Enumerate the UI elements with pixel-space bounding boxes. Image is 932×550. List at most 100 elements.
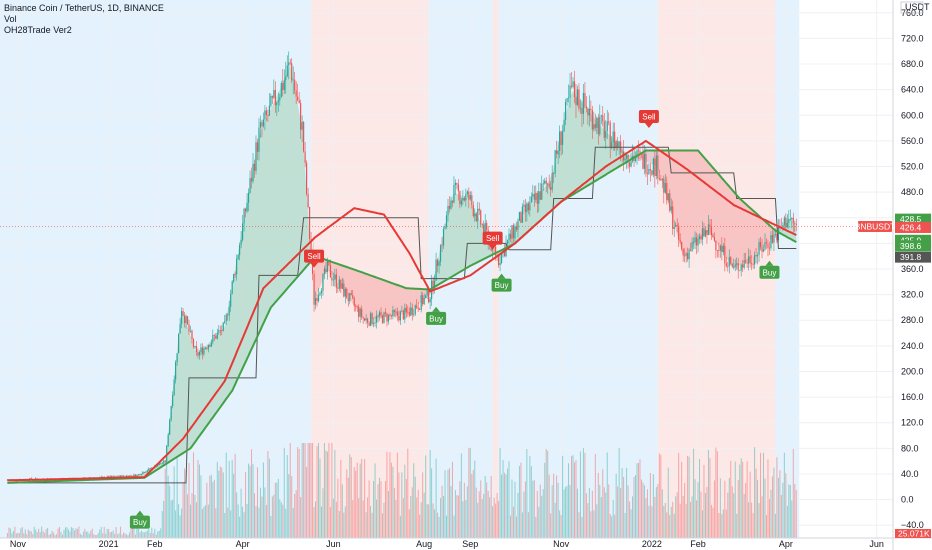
candle-body bbox=[325, 268, 327, 272]
candle-body bbox=[554, 150, 556, 174]
volume-bar bbox=[599, 484, 601, 538]
volume-bar bbox=[765, 515, 767, 538]
candle-body bbox=[161, 462, 163, 464]
buy-box bbox=[129, 515, 150, 529]
volume-bar bbox=[640, 479, 642, 538]
candle-body bbox=[669, 193, 671, 211]
candle-body bbox=[224, 320, 226, 323]
candle-body bbox=[771, 235, 774, 243]
candle-body bbox=[207, 345, 209, 349]
volume-bar bbox=[143, 532, 145, 538]
volume-bar bbox=[693, 448, 695, 538]
volume-bar bbox=[243, 512, 245, 538]
volume-bar bbox=[582, 448, 584, 538]
x-tick-label: Feb bbox=[690, 539, 706, 549]
candle-body bbox=[338, 279, 340, 289]
volume-bar bbox=[246, 503, 248, 538]
y-tick-label: 240.0 bbox=[901, 341, 924, 351]
candle-body bbox=[410, 307, 412, 316]
candle-body bbox=[221, 330, 223, 332]
volume-bar bbox=[399, 515, 401, 538]
buy-label: Buy bbox=[429, 314, 443, 323]
candle-body bbox=[539, 191, 541, 200]
candle-body bbox=[288, 62, 290, 66]
candle-body bbox=[457, 184, 460, 192]
candle-body bbox=[219, 330, 221, 332]
candle-body bbox=[222, 322, 224, 331]
volume-bar bbox=[252, 464, 254, 538]
sell-label: Sell bbox=[307, 252, 321, 261]
candle-body bbox=[114, 476, 116, 477]
volume-bar bbox=[157, 531, 159, 538]
volume-bar bbox=[127, 535, 129, 538]
candle-body bbox=[590, 108, 592, 111]
candle-body bbox=[795, 223, 797, 225]
price-tag bbox=[895, 221, 931, 233]
candle-body bbox=[667, 193, 669, 201]
volume-bar bbox=[191, 493, 193, 538]
candle-body bbox=[349, 293, 351, 301]
volume-bar bbox=[402, 498, 404, 538]
candle-body bbox=[212, 334, 214, 343]
candle-body bbox=[706, 230, 708, 235]
volume-bar bbox=[466, 486, 468, 538]
candle-body bbox=[474, 213, 476, 217]
buy-label: Buy bbox=[495, 281, 509, 290]
volume-bar bbox=[18, 533, 20, 538]
candle-body bbox=[758, 242, 760, 255]
volume-bar bbox=[120, 526, 122, 538]
volume-bar bbox=[216, 461, 218, 538]
buy-arrow bbox=[432, 306, 441, 312]
volume-bar bbox=[783, 452, 785, 538]
volume-bar bbox=[655, 487, 657, 538]
candle-body bbox=[469, 195, 471, 200]
volume-bar bbox=[469, 447, 471, 538]
volume-bar bbox=[652, 474, 654, 538]
volume-bar bbox=[11, 533, 13, 538]
volume-bar bbox=[575, 460, 577, 538]
volume-bar bbox=[328, 443, 330, 538]
volume-bar bbox=[716, 451, 718, 538]
volume-bar bbox=[587, 503, 589, 538]
candle-body bbox=[300, 103, 302, 130]
volume-bar bbox=[334, 449, 336, 538]
buy-box bbox=[491, 278, 512, 292]
volume-bar bbox=[108, 528, 110, 538]
candle-body bbox=[259, 122, 262, 128]
volume-bar bbox=[316, 446, 318, 538]
candle-body bbox=[660, 179, 662, 181]
volume-bar bbox=[664, 502, 666, 538]
candle-body bbox=[386, 313, 388, 322]
volume-bar bbox=[128, 532, 130, 538]
volume-bar bbox=[309, 443, 311, 538]
volume-bar bbox=[538, 506, 540, 538]
candle-body bbox=[227, 314, 229, 316]
volume-bar bbox=[504, 472, 506, 538]
candle-body bbox=[289, 62, 291, 64]
candle-body bbox=[215, 335, 217, 339]
candle-body bbox=[724, 245, 726, 264]
candle-body bbox=[423, 297, 425, 305]
volume-bar bbox=[209, 475, 211, 538]
price-tag-label: 391.8 bbox=[900, 252, 922, 262]
volume-bar bbox=[572, 455, 574, 538]
volume-bar bbox=[709, 458, 711, 538]
candle-body bbox=[329, 265, 332, 278]
candle-body bbox=[509, 233, 512, 239]
volume-bar bbox=[53, 532, 55, 538]
volume-bar bbox=[352, 499, 354, 538]
volume-bar bbox=[785, 473, 787, 538]
volume-bar bbox=[505, 474, 507, 538]
candle-body bbox=[515, 226, 518, 230]
volume-bar bbox=[264, 487, 266, 538]
y-tick-label: 320.0 bbox=[901, 290, 924, 300]
volume-bar bbox=[553, 473, 555, 538]
volume-bar bbox=[181, 508, 183, 538]
volume-bar bbox=[140, 530, 142, 538]
volume-bar bbox=[733, 493, 735, 538]
candle-body bbox=[298, 100, 300, 104]
volume-bar bbox=[457, 495, 459, 538]
candle-body bbox=[128, 475, 131, 478]
volume-bar bbox=[258, 507, 260, 538]
